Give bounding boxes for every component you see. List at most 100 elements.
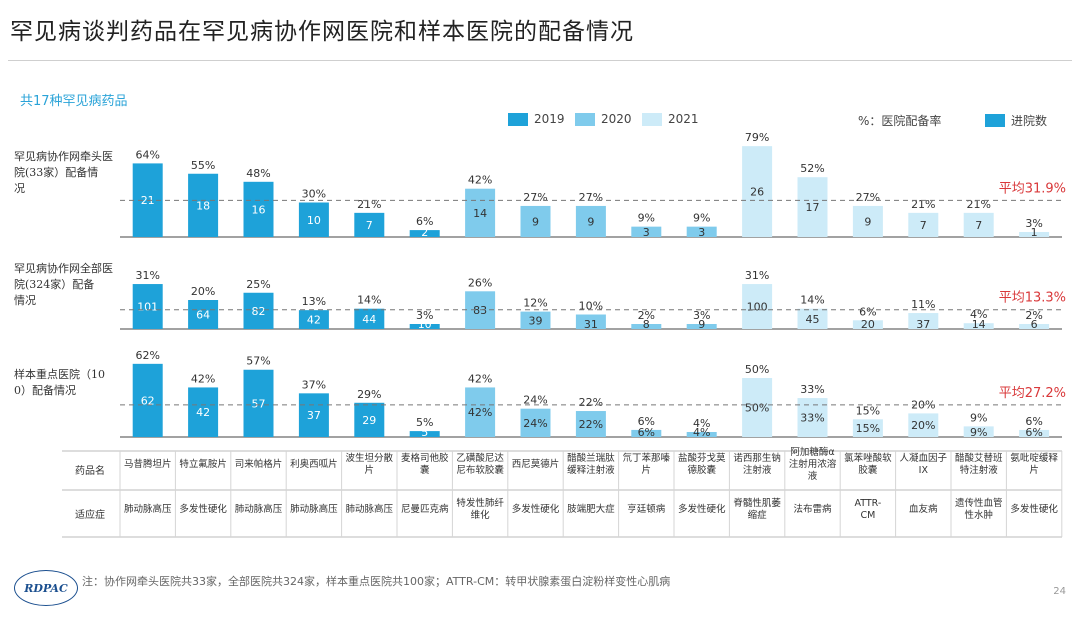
x-tick-label: 马昔腾坦片 [124,458,172,470]
x-tick-label: 利奥西呱片 [290,458,338,470]
row-header-indication: 适应症 [75,508,105,521]
indication-label: 肺动脉高压 [346,503,394,515]
bar-count-label: 18 [196,199,210,212]
bar-percent-label: 27% [523,191,547,204]
bar-percent-label: 24% [523,394,547,407]
bar-count-label: 16 [252,203,266,216]
bar-count-label: 101 [137,301,158,314]
bar [409,324,440,329]
panel-label-line: 院(33家）配备情 [14,165,98,179]
bar [908,313,939,329]
bar-percent-label: 33% [800,383,824,396]
bar [631,226,662,237]
bar-count-label: 100 [747,301,768,314]
bar-percent-label: 6% [859,305,876,318]
bar [188,300,219,329]
x-tick-label: 囊 [420,464,430,476]
bar [520,408,551,437]
bar-count-label: 37 [916,318,930,331]
bar-percent-label: 9% [970,411,987,424]
bar [354,402,385,437]
bar [1019,429,1050,437]
bar-count-label: 83 [473,304,487,317]
bar [686,432,717,437]
indication-label: 特发性肺纤 [456,497,504,509]
x-tick-label: 盐酸芬戈莫 [678,452,726,464]
bar-count-label: 7 [975,219,982,232]
x-tick-label: 特注射液 [960,464,999,476]
bar-percent-label: 21% [966,198,990,211]
legend-label-2020: 2020 [601,112,632,126]
bar-percent-label: 12% [523,297,547,310]
panel-label-line: 情况 [14,294,36,307]
bar-count-label: 37 [307,409,321,422]
bar [575,314,606,329]
x-tick-label: 诺西那生钠 [733,452,781,464]
bar-percent-label: 27% [579,191,603,204]
x-tick-label: 醋酸艾替班 [955,452,1003,464]
legend-swatch-2021 [642,112,662,126]
bar-percent-label: 2% [638,309,655,322]
bar-percent-label: 10% [579,300,603,313]
bar [631,324,662,329]
x-tick-label: 西尼莫德片 [512,458,560,470]
bar-count-label: 57 [252,397,266,410]
bar [686,324,717,329]
bar-percent-label: 42% [468,174,492,187]
bar-count-label: 20% [911,419,935,432]
x-tick-label: 氨吡啶缓释 [1010,452,1058,464]
indication-label: 肺动脉高压 [235,503,283,515]
x-tick-label: 乙磺酸尼达 [456,452,504,464]
indication-label: 遗传性血管 [955,497,1003,509]
bar-count-label: 6% [1025,426,1042,439]
bar [797,308,828,329]
x-tick-label: 阿加糖酶α [790,446,834,458]
x-tick-label: 氯苯唑酸软 [844,452,892,464]
bar-percent-label: 27% [856,191,880,204]
x-tick-label: 液 [808,470,818,482]
legend-2021: 2021 [642,112,699,126]
indication-label: CM [860,510,875,521]
bar-percent-label: 48% [246,167,270,180]
indication-label: 肢端肥大症 [567,503,615,515]
panel-label-line: 院(324家）配备 [14,277,94,291]
bar-percent-label: 29% [357,388,381,401]
bar-percent-label: 6% [416,215,433,228]
bar [742,284,773,329]
indication-label: 肺动脉高压 [290,503,338,515]
bar [631,429,662,437]
indication-label: ATTR- [854,498,881,509]
bar-percent-label: 6% [638,415,655,428]
bar-count-label: 1 [1031,226,1038,239]
bar-count-label: 9 [698,318,705,331]
panel-label-line: 0）配备情况 [14,383,76,397]
bar-count-label: 9 [864,215,871,228]
x-tick-label: 氘丁苯那嗪 [623,452,671,464]
x-tick-label: 片 [642,464,652,476]
panel-label-line: 况 [14,182,25,195]
legend-rate-note: %：医院配备率 [858,112,941,129]
bar [1019,232,1050,237]
bar-percent-label: 50% [745,363,769,376]
panel-label-line: 罕见病协作网全部医 [14,261,113,275]
bar-count-label: 42 [196,406,210,419]
bar-count-label: 50% [745,402,769,415]
bar-percent-label: 37% [302,378,326,391]
x-tick-label: 波生坦分散 [346,452,394,464]
average-label: 平均27.2% [999,386,1066,401]
bar-count-label: 24% [523,417,547,430]
bar-count-label: 44 [362,313,376,326]
legend-label-2019: 2019 [534,112,565,126]
bar-percent-label: 14% [800,294,824,307]
row-header-drug: 药品名 [75,464,105,477]
bar [243,181,274,237]
bar-percent-label: 55% [191,159,215,172]
indication-label: 缩症 [748,509,768,521]
bar-count-label: 6% [638,426,655,439]
bar-percent-label: 62% [135,349,159,362]
x-tick-label: 片 [1029,464,1039,476]
bar [409,230,440,237]
bar-count-label: 26 [750,186,764,199]
bar-percent-label: 31% [745,269,769,282]
